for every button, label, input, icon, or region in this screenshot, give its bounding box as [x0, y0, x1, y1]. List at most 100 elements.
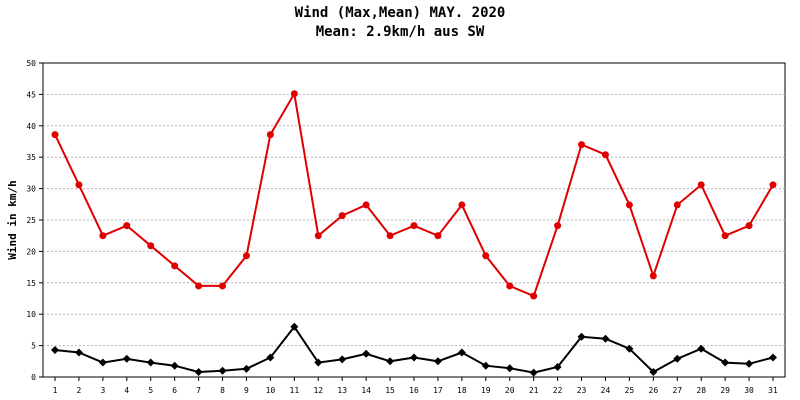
- data-point: [362, 201, 370, 209]
- x-tick-label: 10: [266, 386, 276, 395]
- x-tick-label: 29: [720, 386, 730, 395]
- x-tick-label: 15: [385, 386, 395, 395]
- data-point: [51, 345, 59, 354]
- x-tick-label: 18: [457, 386, 467, 395]
- x-tick-label: 28: [696, 386, 706, 395]
- data-point: [673, 354, 682, 363]
- data-point: [769, 181, 777, 189]
- x-tick-label: 27: [672, 386, 682, 395]
- x-tick-label: 5: [148, 386, 153, 395]
- x-tick-label: 2: [77, 386, 82, 395]
- plot-area: [42, 62, 786, 378]
- y-tick-label: 35: [26, 153, 36, 162]
- data-point: [649, 367, 658, 376]
- y-tick-label: 15: [26, 279, 36, 288]
- data-point: [362, 349, 371, 358]
- data-point: [481, 361, 490, 370]
- y-tick-label: 5: [31, 342, 36, 351]
- data-point: [601, 151, 609, 159]
- data-point: [697, 344, 706, 353]
- data-point: [433, 357, 442, 366]
- series-1: [51, 90, 777, 300]
- data-point: [386, 357, 395, 366]
- data-point: [577, 332, 586, 341]
- x-tick-label: 14: [361, 386, 371, 395]
- series-layer: [51, 90, 777, 377]
- data-point: [290, 90, 298, 98]
- x-tick-label: 11: [290, 386, 300, 395]
- data-point: [769, 353, 777, 362]
- data-point: [171, 262, 179, 270]
- data-point: [195, 282, 203, 290]
- x-tick-label: 24: [601, 386, 611, 395]
- y-tick-label: 30: [26, 185, 36, 194]
- data-point: [649, 272, 657, 280]
- chart-title: Wind (Max,Mean) MAY. 2020: [295, 5, 506, 21]
- x-tick-label: 8: [220, 386, 225, 395]
- x-tick-label: 4: [124, 386, 129, 395]
- y-axis-label: Wind in km/h: [6, 180, 19, 259]
- data-point: [123, 222, 131, 230]
- x-tick-label: 26: [649, 386, 659, 395]
- data-point: [218, 366, 227, 375]
- data-point: [122, 354, 131, 363]
- y-tick-label: 10: [26, 310, 36, 319]
- data-point: [673, 201, 681, 209]
- data-point: [625, 201, 633, 209]
- y-tick-label: 0: [31, 373, 36, 382]
- data-point: [99, 232, 107, 240]
- data-point: [51, 131, 59, 139]
- data-point: [457, 348, 466, 357]
- data-point: [745, 359, 754, 368]
- x-tick-label: 9: [244, 386, 249, 395]
- x-tick-label: 31: [768, 386, 778, 395]
- data-point: [146, 358, 155, 367]
- data-point: [530, 292, 538, 300]
- data-point: [458, 201, 466, 209]
- data-point: [482, 252, 490, 260]
- data-point: [290, 322, 299, 331]
- data-point: [266, 353, 275, 362]
- x-tick-label: 12: [313, 386, 323, 395]
- y-tick-label: 40: [26, 122, 36, 131]
- chart-subtitle: Mean: 2.9km/h aus SW: [316, 24, 485, 40]
- data-point: [625, 344, 634, 353]
- x-tick-label: 13: [337, 386, 347, 395]
- data-point: [98, 358, 107, 367]
- data-point: [410, 222, 418, 230]
- data-point: [75, 181, 83, 189]
- data-point: [506, 282, 514, 290]
- x-tick-label: 3: [100, 386, 105, 395]
- x-tick-label: 22: [553, 386, 563, 395]
- x-tick-label: 20: [505, 386, 515, 395]
- x-tick-label: 25: [625, 386, 635, 395]
- data-point: [194, 367, 203, 376]
- data-point: [721, 358, 730, 367]
- data-point: [242, 252, 250, 260]
- x-tick-label: 16: [409, 386, 419, 395]
- data-point: [721, 232, 729, 240]
- data-point: [434, 232, 442, 240]
- y-tick-label: 25: [26, 216, 36, 225]
- data-point: [266, 131, 274, 139]
- data-point: [338, 355, 347, 364]
- x-tick-label: 1: [53, 386, 58, 395]
- data-point: [601, 334, 610, 343]
- data-point: [745, 222, 753, 230]
- data-point: [147, 242, 155, 250]
- series-2: [51, 322, 777, 377]
- x-tick-label: 6: [172, 386, 177, 395]
- data-point: [529, 368, 538, 377]
- data-point: [578, 141, 586, 149]
- y-tick-label: 50: [26, 59, 36, 68]
- data-point: [74, 348, 83, 357]
- x-tick-label: 21: [529, 386, 539, 395]
- data-point: [170, 361, 179, 370]
- data-point: [314, 358, 323, 367]
- x-tick-label: 17: [433, 386, 443, 395]
- x-tick-label: 23: [577, 386, 587, 395]
- data-point: [505, 364, 514, 373]
